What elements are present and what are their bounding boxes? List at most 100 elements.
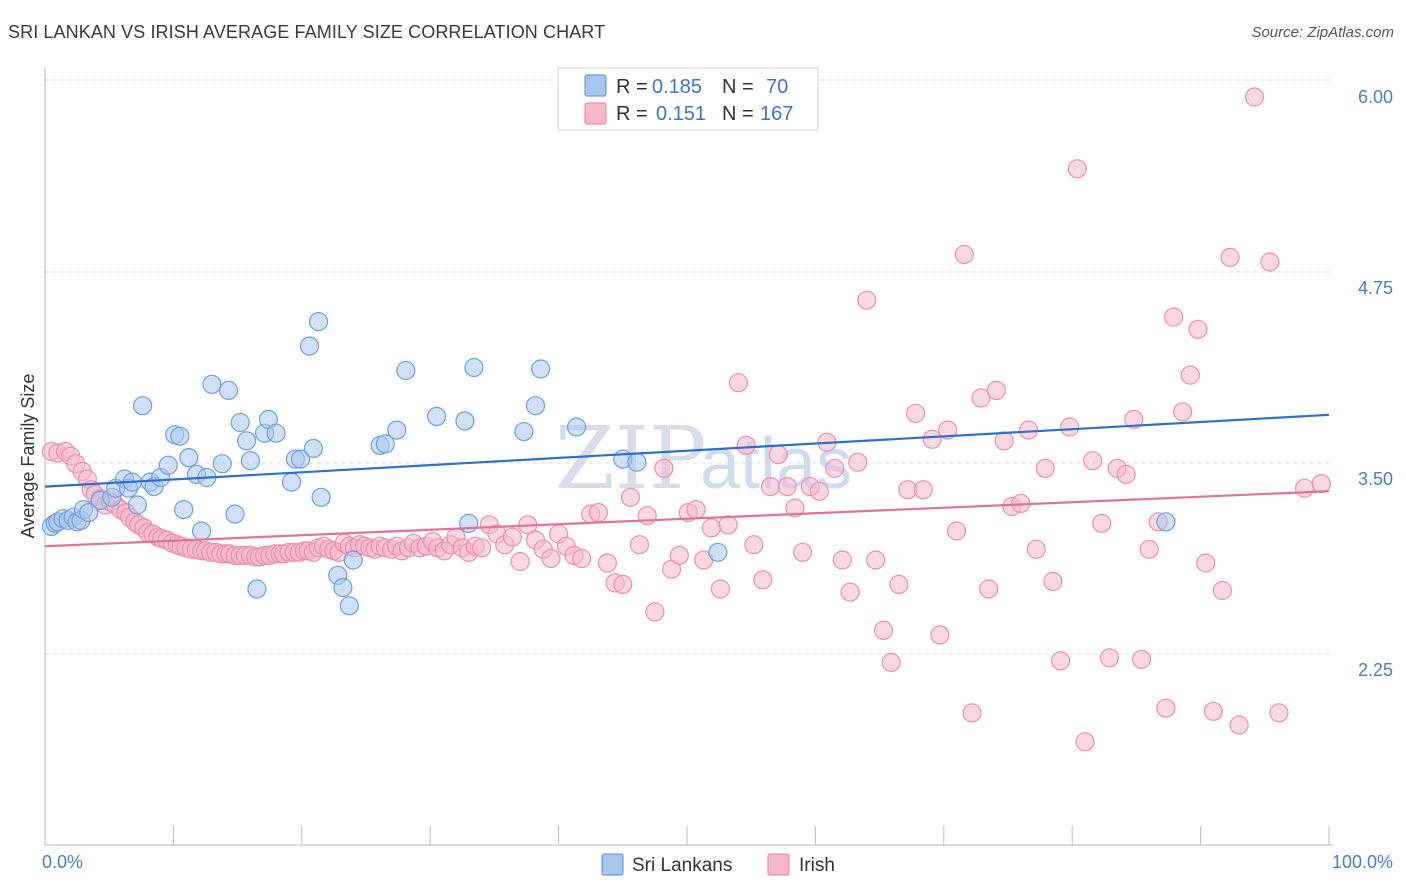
sri-lankan-points — [41, 312, 1176, 616]
irish-point — [710, 579, 731, 599]
y-tick-label: 4.75 — [1358, 278, 1393, 298]
sri-lankan-point — [240, 451, 260, 471]
irish-point — [613, 574, 633, 595]
irish-point — [686, 500, 706, 520]
irish-point — [832, 550, 853, 570]
irish-point — [760, 477, 781, 497]
irish-point — [809, 481, 829, 501]
irish-point — [962, 703, 982, 723]
irish-point — [1131, 649, 1152, 669]
irish-point — [1156, 698, 1176, 718]
irish-point — [930, 625, 950, 645]
sri-lankan-point — [308, 312, 329, 332]
chart-title: SRI LANKAN VS IRISH AVERAGE FAMILY SIZE … — [8, 22, 606, 42]
correlation-legend: R = 0.185 N = 70 R = 0.151 N = 167 — [557, 67, 819, 131]
sri-lankan-trendline — [44, 413, 1330, 488]
irish-point — [753, 570, 773, 590]
irish-point — [971, 388, 991, 408]
irish-point — [848, 452, 868, 472]
sri-lankan-point — [375, 434, 395, 454]
irish-point — [620, 487, 641, 507]
irish-point — [905, 403, 926, 423]
y-tick-labels: 2.25 3.50 4.75 6.00 — [1358, 87, 1393, 680]
legend-swatch-irish — [584, 102, 607, 125]
sri-lankan-point — [427, 406, 447, 426]
irish-point — [889, 574, 909, 595]
bottom-legend-swatch-sri-lankans — [601, 853, 624, 876]
irish-point — [744, 535, 764, 555]
y-axis-label: Average Family Size — [18, 374, 38, 539]
irish-point — [840, 582, 860, 602]
sri-lankan-point — [455, 411, 475, 431]
irish-point — [873, 620, 894, 640]
irish-point — [1229, 715, 1249, 735]
irish-point — [1018, 420, 1039, 440]
irish-point — [866, 550, 886, 570]
legend-n-label-2: N = — [722, 103, 754, 125]
sri-lankan-point — [158, 455, 178, 475]
irish-point — [1172, 402, 1193, 422]
sri-lankan-point — [290, 449, 311, 469]
irish-point — [1260, 252, 1280, 272]
legend-n-label-1: N = — [722, 76, 754, 98]
irish-point — [669, 545, 689, 566]
irish-point — [736, 435, 756, 455]
x-ticks — [44, 826, 1330, 845]
irish-point — [1059, 417, 1080, 437]
irish-point — [1026, 539, 1046, 559]
irish-point — [1163, 307, 1184, 327]
irish-point — [1043, 571, 1063, 592]
irish-point — [825, 458, 845, 478]
x-tick-label-min: 0.0% — [42, 852, 83, 872]
irish-point — [1180, 365, 1200, 385]
irish-point — [1212, 580, 1233, 601]
y-tick-label: 6.00 — [1358, 87, 1393, 107]
sri-lankan-point — [170, 426, 190, 446]
source-credit: Source: ZipAtlas.com — [1251, 24, 1394, 41]
irish-point — [1124, 409, 1144, 429]
irish-point — [1220, 247, 1240, 267]
irish-point — [654, 458, 674, 478]
irish-point — [954, 244, 974, 264]
irish-point — [777, 477, 797, 497]
irish-points — [41, 87, 1331, 752]
sri-lankan-point — [237, 431, 257, 451]
bottom-legend-label-sri-lankans: Sri Lankans — [632, 855, 732, 876]
sri-lankan-point — [219, 380, 239, 400]
bottom-legend-label-irish: Irish — [799, 855, 835, 876]
irish-point — [1075, 732, 1095, 752]
irish-point — [768, 445, 788, 465]
irish-point — [913, 480, 933, 500]
sri-lankan-point — [464, 357, 484, 378]
sri-lankan-point — [514, 422, 534, 442]
sri-lankan-point — [530, 359, 551, 379]
sri-lankan-point — [459, 513, 479, 533]
sri-lankan-point — [1156, 512, 1176, 532]
irish-point — [1099, 648, 1120, 668]
irish-point — [572, 548, 592, 569]
sri-lankan-point — [387, 420, 407, 440]
sri-lankan-point — [230, 412, 250, 433]
irish-point — [857, 290, 877, 310]
sri-lankan-point — [179, 448, 199, 468]
irish-point — [922, 429, 942, 449]
irish-point — [1188, 319, 1208, 339]
irish-point — [472, 538, 492, 558]
legend-n-value-2: 167 — [760, 103, 793, 125]
irish-point — [1050, 651, 1071, 671]
irish-point — [510, 551, 530, 572]
irish-point — [1294, 478, 1315, 498]
legend-swatch-sri-lankans — [584, 74, 607, 97]
sri-lankan-point — [627, 452, 647, 472]
irish-point — [728, 373, 749, 393]
sri-lankan-point — [133, 396, 153, 416]
sri-lankan-point — [311, 487, 331, 507]
irish-point — [588, 502, 609, 523]
legend-r-value-1: 0.185 — [652, 76, 702, 98]
legend-n-value-1: 70 — [766, 76, 788, 98]
sri-lankan-point — [396, 360, 416, 381]
y-tick-label: 2.25 — [1358, 660, 1393, 680]
irish-point — [629, 535, 650, 555]
irish-point — [1083, 451, 1103, 471]
irish-point — [1092, 513, 1112, 533]
